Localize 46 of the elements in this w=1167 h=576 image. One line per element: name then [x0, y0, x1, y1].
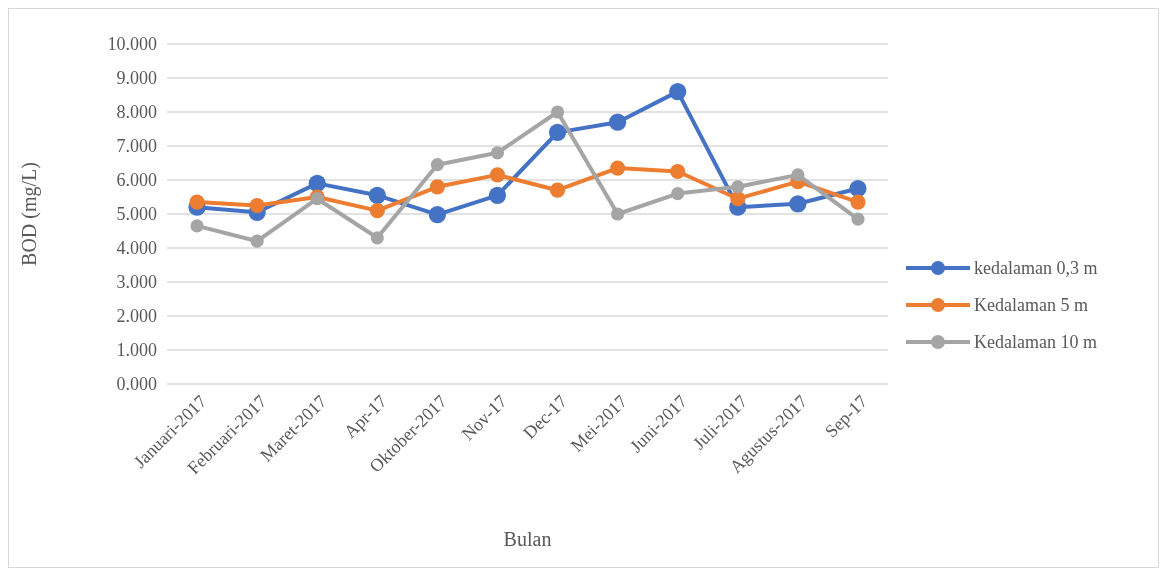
point	[428, 206, 446, 224]
point	[731, 180, 745, 194]
y-axis-title: BOD (mg/L)	[18, 162, 41, 266]
y-tick-label: 2.000	[116, 306, 157, 327]
legend-label: kedalaman 0,3 m	[974, 258, 1098, 279]
point	[789, 195, 807, 213]
point	[250, 234, 264, 248]
point	[671, 187, 685, 201]
point	[549, 182, 566, 198]
y-tick-label: 7.000	[116, 136, 157, 157]
point	[669, 83, 687, 101]
point	[548, 123, 567, 141]
point	[849, 179, 867, 198]
point	[791, 168, 805, 182]
x-axis-title: Bulan	[503, 528, 552, 550]
point	[369, 203, 385, 219]
point	[610, 160, 626, 176]
y-tick-label: 4.000	[116, 238, 157, 259]
point	[249, 197, 265, 214]
point	[609, 113, 627, 131]
point	[430, 158, 444, 172]
point	[489, 167, 506, 183]
y-tick-label: 10.000	[107, 34, 157, 55]
point	[190, 219, 204, 233]
y-tick-label: 6.000	[116, 170, 157, 191]
point	[851, 212, 865, 226]
point	[429, 179, 445, 195]
point	[730, 191, 746, 207]
point	[611, 207, 625, 221]
point	[368, 186, 386, 204]
point	[488, 186, 507, 204]
point	[850, 194, 866, 210]
legend-label: Kedalaman 5 m	[974, 295, 1088, 316]
y-tick-label: 3.000	[116, 272, 157, 293]
point	[490, 146, 505, 160]
legend-label: Kedalaman 10 m	[974, 332, 1097, 353]
y-tick-label: 9.000	[116, 68, 157, 89]
point	[189, 194, 205, 210]
point	[308, 174, 326, 192]
point	[670, 163, 686, 180]
y-tick-label: 1.000	[116, 340, 157, 361]
y-tick-label: 0.000	[116, 374, 157, 395]
point	[550, 105, 565, 119]
y-tick-label: 8.000	[116, 102, 157, 123]
point	[370, 231, 384, 245]
y-tick-label: 5.000	[116, 204, 157, 225]
